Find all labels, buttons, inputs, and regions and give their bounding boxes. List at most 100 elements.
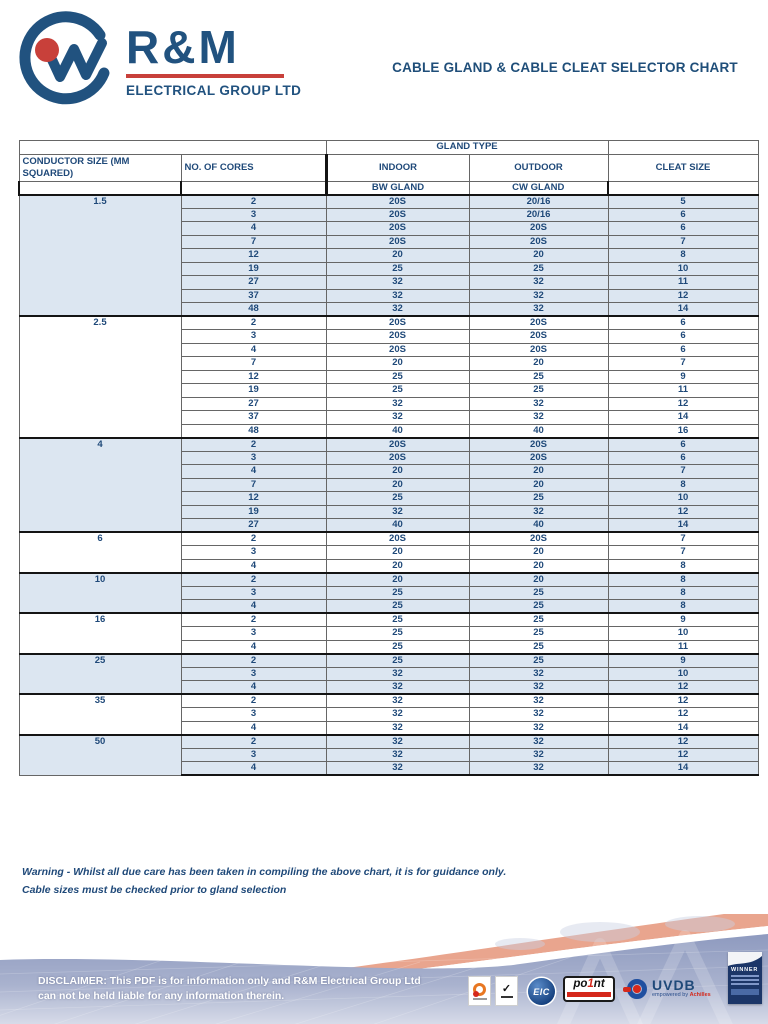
conductor-size-cell: 1.5: [18, 193, 182, 317]
cleat-size-cell: 14: [607, 302, 759, 317]
table-row: 7 20S 20S 7: [19, 234, 759, 249]
warning-line-2: Cable sizes must be checked prior to gla…: [22, 883, 287, 896]
iso-cert-icon: [473, 982, 486, 997]
indoor-gland-cell: 20S: [325, 450, 470, 465]
cores-cell: 19: [180, 261, 327, 276]
outdoor-gland-cell: 32: [468, 504, 609, 519]
page-title: CABLE GLAND & CABLE CLEAT SELECTOR CHART: [392, 60, 738, 75]
indoor-gland-cell: 32: [325, 707, 470, 722]
cleat-size-cell: 12: [607, 288, 759, 303]
cleat-size-cell: 16: [607, 423, 759, 438]
table-row: 4 20 20 7: [19, 464, 759, 479]
cleat-size-cell: 14: [607, 761, 759, 776]
outdoor-gland-cell: 25: [468, 612, 609, 627]
conductor-size-cell: 16: [18, 612, 182, 654]
disclaimer-line-1: DISCLAIMER: This PDF is for information …: [38, 975, 421, 987]
outdoor-gland-cell: 20: [468, 545, 609, 560]
cores-cell: 3: [180, 707, 327, 722]
indoor-gland-cell: 32: [325, 733, 470, 749]
cleat-size-header: CLEAT SIZE: [607, 153, 759, 182]
conductor-size-header: CONDUCTOR SIZE (MM SQUARED): [18, 153, 182, 182]
cores-cell: 4: [180, 761, 327, 776]
cores-cell: 37: [180, 410, 327, 425]
outdoor-gland-cell: 32: [468, 720, 609, 735]
indoor-gland-cell: 32: [325, 680, 470, 695]
cleat-size-cell: 8: [607, 477, 759, 492]
indoor-gland-cell: 20S: [325, 221, 470, 236]
outdoor-gland-cell: 20: [468, 356, 609, 371]
table-row: 3 20S 20S 6: [19, 329, 759, 344]
indoor-gland-cell: 25: [325, 383, 470, 398]
indoor-gland-cell: 32: [325, 410, 470, 425]
cores-header: NO. OF CORES: [180, 153, 327, 182]
outdoor-gland-cell: 25: [468, 491, 609, 506]
cores-cell: 48: [180, 302, 327, 317]
cleat-size-cell: 6: [607, 207, 759, 222]
cores-cell: 3: [180, 207, 327, 222]
cleat-size-cell: 8: [607, 571, 759, 587]
cores-cell: 27: [180, 396, 327, 411]
table-row: 3 25 25 10: [19, 626, 759, 641]
outdoor-gland-cell: 32: [468, 396, 609, 411]
indoor-gland-cell: 20: [325, 248, 470, 263]
cleat-size-cell: 12: [607, 693, 759, 708]
table-row: 4 32 32 14: [19, 761, 759, 776]
cores-cell: 4: [180, 639, 327, 654]
cleat-size-cell: 14: [607, 518, 759, 533]
cores-cell: 4: [180, 558, 327, 573]
outdoor-gland-cell: 20: [468, 248, 609, 263]
point-logo: po1nt: [563, 976, 615, 1002]
table-row: 37 32 32 12: [19, 288, 759, 303]
cores-cell: 3: [180, 626, 327, 641]
cleat-size-cell: 7: [607, 545, 759, 560]
cleat-size-cell: 10: [607, 491, 759, 506]
warning-note: Warning - Whilst all due care has been t…: [22, 864, 506, 900]
table-row: 48 40 40 16: [19, 423, 759, 438]
table-row: 2.5 2 20S 20S 6: [18, 315, 759, 438]
outdoor-gland-cell: 20: [468, 477, 609, 492]
table-row: 50 2 32 32 12: [18, 733, 759, 776]
cleat-size-cell: 12: [607, 733, 759, 749]
conductor-size-cell: 10: [18, 571, 182, 614]
outdoor-gland-cell: 32: [468, 747, 609, 762]
indoor-gland-cell: 40: [325, 518, 470, 533]
cores-cell: 2: [180, 315, 327, 330]
table-row: 12 20 20 8: [19, 248, 759, 263]
table-row: 4 32 32 12: [19, 680, 759, 695]
outdoor-gland-cell: 32: [468, 275, 609, 290]
logo-red-dot: [35, 38, 59, 62]
cleat-size-cell: 12: [607, 680, 759, 695]
outdoor-gland-cell: 25: [468, 626, 609, 641]
cleat-size-cell: 12: [607, 396, 759, 411]
logo-cw-icon: [19, 11, 110, 105]
table-row: 16 2 25 25 9: [18, 612, 759, 654]
indoor-gland-cell: 25: [325, 626, 470, 641]
table-row: 12 25 25 9: [19, 369, 759, 384]
cleat-size-cell: 8: [607, 585, 759, 600]
disclaimer-line-2: can not be held liable for any informati…: [38, 990, 285, 1003]
cores-cell: 4: [180, 599, 327, 614]
cores-cell: 27: [180, 275, 327, 290]
cores-cell: 3: [180, 666, 327, 681]
table-row: 27 32 32 11: [19, 275, 759, 290]
outdoor-gland-cell: 20/16: [468, 193, 609, 209]
cleat-size-cell: 10: [607, 666, 759, 681]
ukas-logo: ✓: [495, 976, 518, 1006]
cleat-size-cell: 14: [607, 720, 759, 735]
indoor-gland-cell: 20S: [325, 342, 470, 357]
outdoor-gland-cell: 20: [468, 464, 609, 479]
table-row: 27 32 32 12: [19, 396, 759, 411]
table-row: 48 32 32 14: [19, 302, 759, 317]
company-logo: R&M ELECTRICAL GROUP LTD: [18, 10, 301, 112]
certification-logos: ✓ EIC po1nt UVDB empowered by Achilles: [468, 976, 711, 1022]
conductor-size-cell: 35: [18, 693, 182, 735]
cleat-size-cell: 6: [607, 436, 759, 452]
cores-cell: 3: [180, 450, 327, 465]
conductor-size-cell: 4: [18, 436, 182, 533]
outdoor-gland-cell: 20S: [468, 450, 609, 465]
table-row: 19 25 25 10: [19, 261, 759, 276]
outdoor-gland-cell: 25: [468, 599, 609, 614]
cores-cell: 2: [180, 612, 327, 627]
cores-cell: 3: [180, 747, 327, 762]
cores-cell: 2: [180, 531, 327, 546]
